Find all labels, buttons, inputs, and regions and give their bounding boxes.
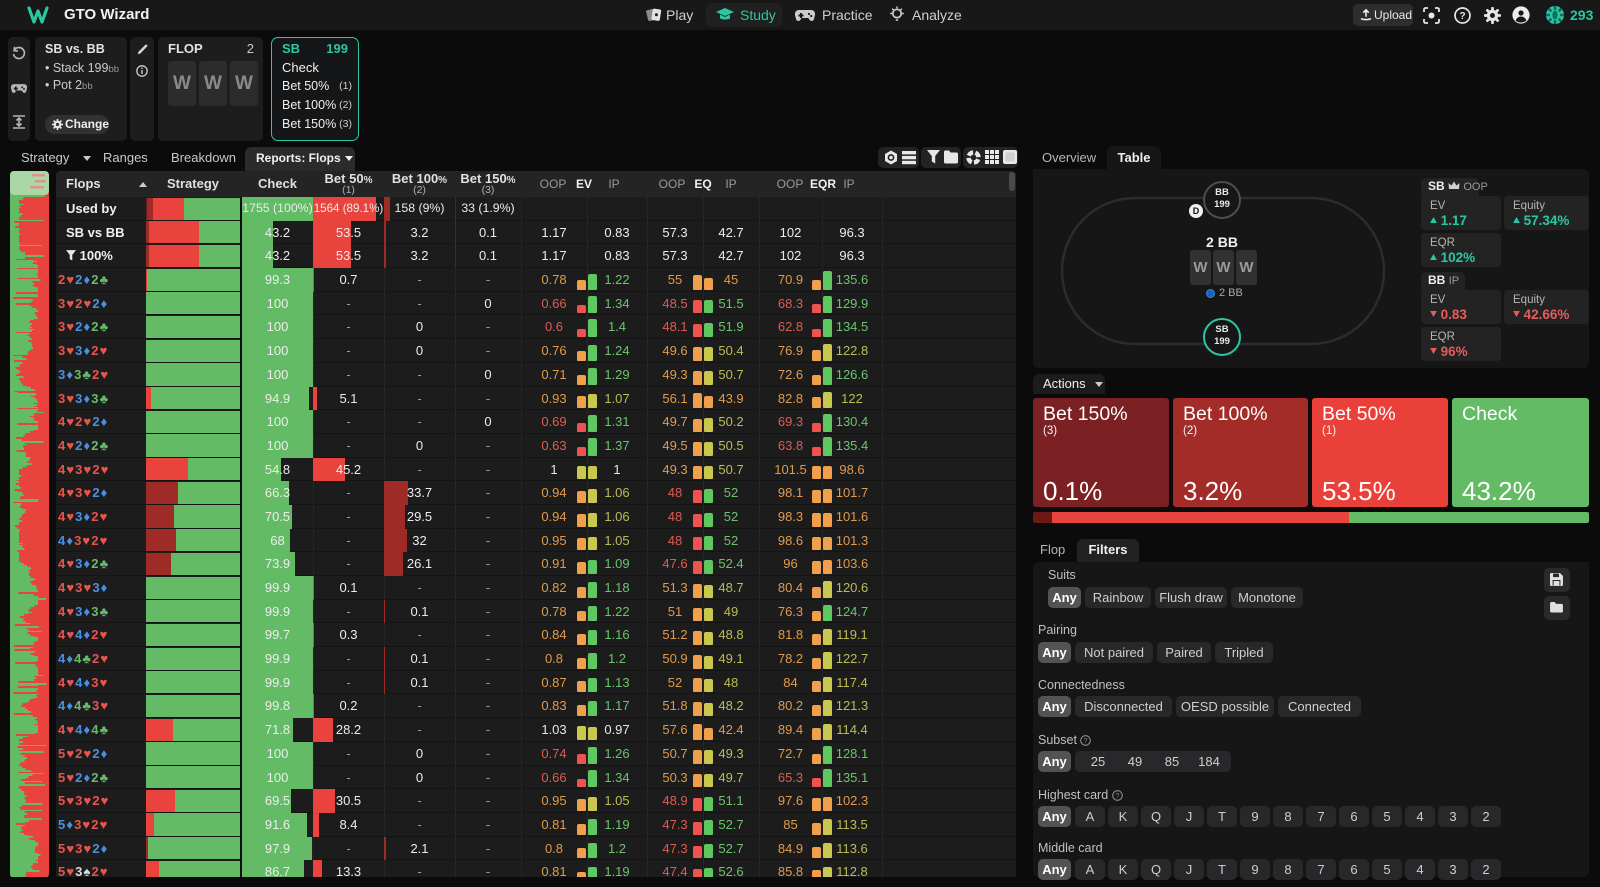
svg-text:?: ?: [1084, 738, 1088, 745]
svg-text:?: ?: [1115, 793, 1119, 800]
svg-text:?: ?: [1459, 11, 1465, 22]
